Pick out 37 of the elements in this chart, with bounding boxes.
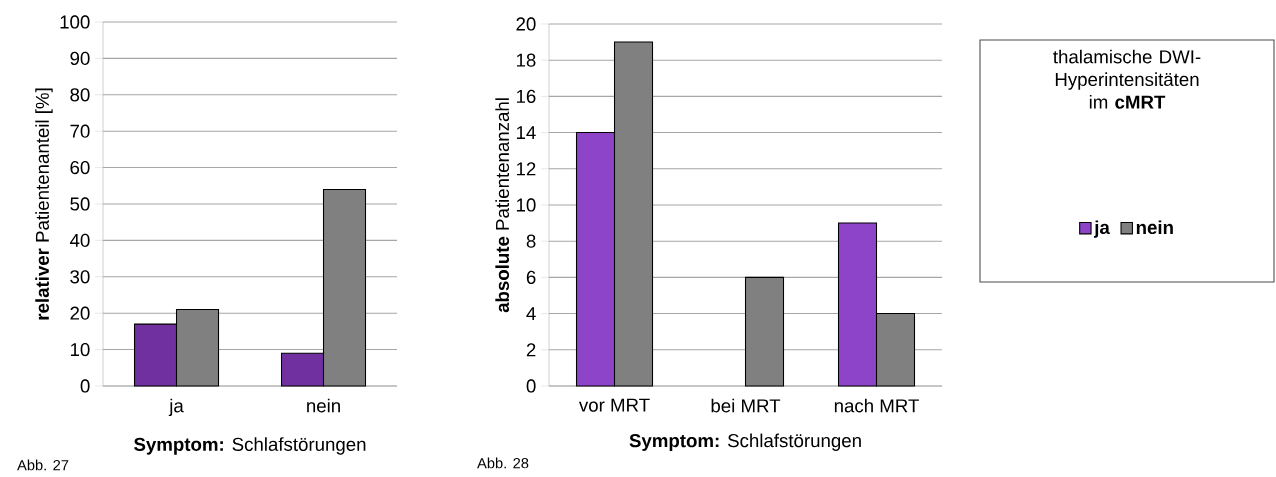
bar (744, 276, 785, 387)
y-axis-title: relativer Patientenanteil [%] (35, 88, 53, 320)
y-tick-label: 0 (526, 379, 536, 393)
y-tick-label: 30 (70, 270, 90, 284)
y-tick-label: 0 (80, 379, 90, 393)
caption: Abb. 27 (17, 459, 69, 471)
y-tick-label: 12 (516, 162, 536, 176)
x-tick-label: bei MRT (711, 398, 781, 413)
y-tick-label: 10 (70, 342, 90, 357)
x-axis-title: Symptom: Schlafstörungen (134, 437, 366, 455)
y-tick-label: 50 (70, 197, 90, 211)
y-tick-label: 4 (526, 307, 536, 321)
y-tick-label: 8 (526, 234, 536, 248)
caption: Abb. 28 (477, 457, 529, 469)
y-tick-label: 2 (526, 343, 536, 357)
x-tick-label: nach MRT (834, 398, 919, 413)
y-tick-label: 20 (70, 306, 90, 320)
y-tick-label: 90 (70, 51, 90, 65)
y-tick-label: 70 (70, 124, 90, 138)
x-tick-label: vor MRT (578, 398, 650, 412)
y-axis-title: absolute Patientenanzahl (495, 98, 510, 313)
y-tick-label: 10 (516, 198, 536, 212)
y-tick-label: 60 (70, 160, 90, 175)
y-tick-label: 40 (69, 233, 90, 247)
x-tick-label: ja (168, 398, 184, 417)
y-tick-label: 100 (60, 15, 90, 29)
y-tick-label: 6 (526, 270, 536, 284)
y-tick-label: 20 (516, 17, 536, 31)
legend-label: ja (1093, 220, 1110, 238)
x-tick-label: nein (307, 398, 340, 413)
y-tick-label: 18 (516, 53, 536, 67)
legend-title: thalamische DWI-Hyperintensitäten im cMRT (1053, 49, 1201, 109)
x-axis-title: Symptom: Schlafstörungen (629, 433, 861, 451)
legend-label: nein (1136, 220, 1173, 235)
y-tick-label: 80 (70, 88, 90, 102)
y-tick-label: 16 (516, 89, 536, 103)
y-tick-label: 14 (516, 126, 536, 140)
